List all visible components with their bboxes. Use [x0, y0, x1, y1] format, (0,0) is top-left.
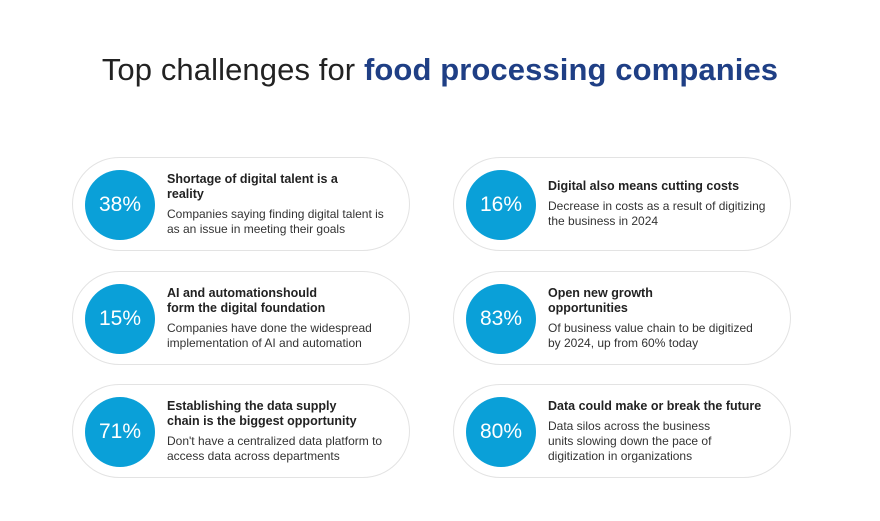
card-heading: Open new growth opportunities: [548, 285, 653, 315]
stat-card-data-future: 80% Data could make or break the future …: [453, 384, 791, 478]
stat-card-talent: 38% Shortage of digital talent is a real…: [72, 157, 410, 251]
card-description: Data silos across the business units slo…: [548, 418, 712, 463]
stat-card-costs: 16% Digital also means cutting costs Dec…: [453, 157, 791, 251]
card-description: Of business value chain to be digitized …: [548, 320, 753, 350]
percent-badge: 71%: [85, 397, 155, 467]
card-description: Decrease in costs as a result of digitiz…: [548, 199, 766, 228]
percent-badge: 16%: [466, 170, 536, 240]
card-heading: Data could make or break the future: [548, 398, 762, 413]
title-prefix: Top challenges for: [101, 52, 356, 87]
percent-badge: 80%: [466, 397, 536, 467]
percent-badge: 38%: [85, 170, 155, 240]
stat-card-data-supply: 71% Establishing the data supply chain i…: [72, 384, 410, 478]
card-description: Don't have a centralized data platform t…: [167, 433, 383, 463]
percent-badge: 83%: [466, 284, 536, 354]
card-heading: Establishing the data supply chain is th…: [167, 398, 357, 428]
title-accent: food processing companies: [363, 52, 779, 87]
card-heading: Digital also means cutting costs: [548, 179, 740, 193]
card-description: Companies saying finding digital talent …: [167, 206, 384, 236]
card-description: Companies have done the widespread imple…: [167, 320, 372, 350]
percent-badge: 15%: [85, 284, 155, 354]
card-heading: Shortage of digital talent is a reality: [167, 171, 338, 201]
page-title: Top challenges for food processing compa…: [0, 52, 880, 88]
stat-card-ai: 15% AI and automationshould form the dig…: [72, 271, 410, 365]
stat-card-growth: 83% Open new growth opportunities Of bus…: [453, 271, 791, 365]
card-heading: AI and automationshould form the digital…: [167, 285, 326, 315]
